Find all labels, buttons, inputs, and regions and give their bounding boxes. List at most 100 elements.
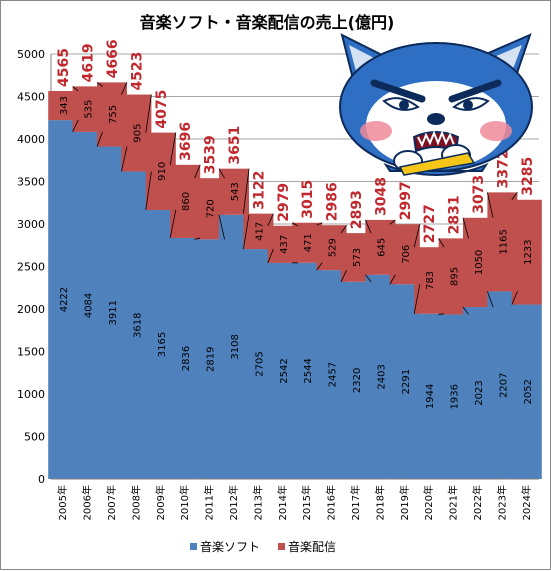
value-label-music-distribution: 910 (157, 162, 168, 181)
value-label-music-distribution: 895 (450, 267, 461, 286)
value-label-music-distribution: 543 (230, 182, 241, 201)
x-tick-label: 2012年 (227, 485, 240, 520)
value-label-music-distribution: 645 (376, 238, 387, 257)
value-label-music-soft: 4084 (84, 293, 95, 318)
value-label-music-soft: 1944 (425, 384, 436, 409)
x-tick-label: 2023年 (495, 485, 508, 520)
value-label-music-distribution: 905 (132, 123, 143, 142)
value-label-music-soft: 2457 (328, 362, 339, 387)
total-label: 4666 (105, 39, 121, 78)
y-axis: 0 500 1000 1500 2000 2500 3000 3500 4000 4500 5000 (17, 48, 51, 486)
total-label: 4075 (154, 90, 170, 129)
value-label-music-soft: 2320 (352, 368, 363, 393)
y-tick-label: 3500 (17, 176, 45, 189)
x-tick-label: 2018年 (373, 485, 386, 520)
y-tick-label: 5000 (17, 48, 45, 61)
legend-swatch-music-distribution (278, 543, 285, 550)
x-tick-label: 2008年 (129, 485, 142, 520)
value-label-music-soft: 3618 (132, 313, 143, 338)
total-label: 2986 (325, 182, 341, 221)
value-label-music-distribution: 1233 (523, 239, 534, 264)
y-tick-label: 2000 (17, 303, 45, 316)
legend-label-music-distribution: 音楽配信 (288, 539, 336, 554)
total-label: 4565 (56, 48, 72, 87)
y-tick-label: 500 (24, 431, 45, 444)
x-tick-label: 2006年 (81, 485, 94, 520)
y-tick-label: 2500 (17, 261, 45, 274)
x-tick-label: 2005年 (56, 485, 69, 520)
x-tick-label: 2011年 (203, 485, 216, 520)
x-tick-label: 2015年 (300, 485, 313, 520)
x-tick-label: 2016年 (325, 485, 338, 520)
legend: 音楽ソフト 音楽配信 (190, 539, 336, 554)
total-label: 3651 (227, 126, 243, 165)
value-label-music-soft: 2836 (181, 346, 192, 371)
value-label-music-soft: 4222 (59, 287, 70, 312)
total-label: 3539 (203, 135, 219, 174)
value-label-music-soft: 2291 (401, 369, 412, 394)
value-label-music-soft: 2544 (303, 358, 314, 383)
y-tick-label: 1000 (17, 388, 45, 401)
value-label-music-soft: 3911 (108, 300, 119, 325)
total-label: 2893 (349, 190, 365, 229)
value-label-music-distribution: 417 (254, 222, 265, 241)
value-label-music-distribution: 755 (108, 105, 119, 124)
x-tick-label: 2013年 (251, 485, 264, 520)
value-label-music-soft: 2023 (474, 380, 485, 405)
value-label-music-distribution: 529 (328, 238, 339, 257)
value-label-music-distribution: 471 (303, 233, 314, 252)
value-label-music-distribution: 1050 (474, 250, 485, 275)
total-label: 3073 (471, 175, 487, 214)
x-tick-label: 2020年 (422, 485, 435, 520)
y-tick-label: 3000 (17, 218, 45, 231)
x-tick-label: 2010年 (178, 485, 191, 520)
value-label-music-distribution: 437 (279, 235, 290, 254)
total-label: 3048 (373, 177, 389, 216)
total-label: 2727 (422, 204, 438, 243)
value-label-music-soft: 2705 (254, 351, 265, 376)
value-label-music-soft: 3165 (157, 332, 168, 357)
value-label-music-soft: 2542 (279, 358, 290, 383)
x-tick-label: 2019年 (398, 485, 411, 520)
y-tick-label: 4500 (17, 91, 45, 104)
total-label: 2979 (276, 183, 292, 222)
value-label-music-distribution: 706 (401, 245, 412, 264)
value-label-music-distribution: 535 (84, 100, 95, 119)
value-label-music-distribution: 343 (59, 96, 70, 115)
value-label-music-distribution: 573 (352, 248, 363, 267)
x-tick-label: 2022年 (471, 485, 484, 520)
legend-label-music-soft: 音楽ソフト (200, 539, 260, 554)
y-tick-label: 1500 (17, 346, 45, 359)
value-label-music-soft: 1936 (450, 384, 461, 409)
y-tick-label: 4000 (17, 133, 45, 146)
value-label-music-soft: 2403 (376, 364, 387, 389)
y-tick-label: 0 (38, 473, 45, 486)
total-label: 2997 (398, 181, 414, 220)
value-label-music-distribution: 720 (206, 199, 217, 218)
total-label: 2831 (447, 195, 463, 234)
value-label-music-soft: 2052 (523, 379, 534, 404)
total-label: 3696 (178, 122, 194, 161)
x-tick-label: 2021年 (447, 485, 460, 520)
x-tick-label: 2024年 (520, 485, 533, 520)
legend-swatch-music-soft (190, 543, 197, 550)
x-tick-label: 2014年 (276, 485, 289, 520)
x-tick-label: 2007年 (105, 485, 118, 520)
value-label-music-distribution: 783 (425, 271, 436, 290)
total-label: 3015 (300, 180, 316, 219)
total-label: 3285 (520, 157, 536, 196)
x-tick-label: 2017年 (349, 485, 362, 520)
chart-title: 音楽ソフト・音楽配信の売上(億円) (140, 13, 395, 32)
value-label-music-soft: 2207 (498, 372, 509, 397)
x-tick-label: 2009年 (154, 485, 167, 520)
total-label: 4619 (81, 43, 97, 82)
value-label-music-distribution: 860 (181, 192, 192, 211)
total-label: 3122 (251, 171, 267, 210)
value-label-music-distribution: 1165 (498, 229, 509, 254)
value-label-music-soft: 3108 (230, 334, 241, 359)
x-axis: 2005年 2006年 2007年 2008年 2009年 2010年 2011年 2012年… (51, 479, 539, 520)
total-label: 4523 (129, 52, 145, 91)
value-label-music-soft: 2819 (206, 346, 217, 371)
